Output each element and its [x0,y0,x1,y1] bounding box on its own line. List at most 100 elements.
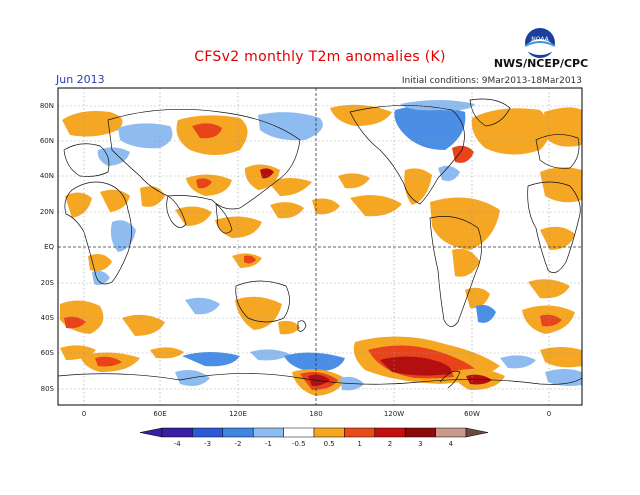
colorbar-swatch [252,427,284,438]
coastline-africa-left [64,181,132,285]
coastline-south-america [429,216,482,327]
coastline-se-asia [215,203,233,234]
anomaly-region [330,104,392,126]
lon-label: 120W [384,410,404,418]
coastline-greenland [469,98,511,127]
anomaly-region [452,248,480,277]
anomaly-region [110,220,136,252]
anomaly-region [175,206,212,226]
colorbar-tick-label: 0.5 [324,440,335,448]
anomaly-region [258,112,323,141]
colorbar-tick-label: -1 [265,440,272,448]
anomaly-region [471,108,550,155]
anomaly-region [118,123,173,149]
colorbar-tick-label: 2 [388,440,392,448]
lat-label: 20S [41,279,55,287]
lat-label: 20N [40,208,54,216]
anomaly-fields [60,100,582,396]
anomaly-region [400,100,475,111]
colorbar-warm-end [465,427,489,438]
lat-label: 60S [41,349,55,357]
anomaly-region [92,270,110,286]
colorbar-tick-label: -4 [174,440,182,448]
colorbar-swatch [192,427,224,438]
anomaly-region [215,216,262,238]
lat-label: 60N [40,137,54,145]
anomaly-region [380,356,452,376]
anomaly-region [278,320,300,335]
anomaly-region [544,107,582,147]
grid [58,88,582,405]
anomaly-region [65,192,92,218]
colorbar-tick-label: 1 [357,440,361,448]
coastline-new-zealand [297,320,307,332]
colorbar-swatch [374,427,406,438]
anomaly-region [182,352,240,367]
colorbar-swatch [435,427,467,438]
anomaly-region [64,316,86,329]
coastline-africa-right [527,181,581,273]
lon-label: 120E [229,410,247,418]
colorbar-swatch [161,427,193,438]
lon-label: 60E [153,410,166,418]
colorbar-swatch [313,427,345,438]
colorbar-tick-label: -2 [235,440,242,448]
page-title: CFSv2 monthly T2m anomalies (K) [194,49,446,65]
anomaly-region [350,195,402,217]
agency-label: NWS/NCEP/CPC [493,57,589,70]
coastlines [58,98,582,389]
anomaly-region [476,304,496,323]
anomaly-region [270,202,304,219]
anomaly-region [244,255,256,264]
lon-label: 0 [82,410,86,418]
colorbar: -4 -3 -2 -1 -0.5 0.5 1 2 3 4 [139,427,489,448]
anomaly-region [192,123,222,139]
coastline-north-america [349,105,465,205]
coastline-india [166,195,187,228]
noaa-logo-text: NOAA [531,36,549,43]
anomaly-region [250,349,290,361]
colorbar-tick-label: -0.5 [292,440,306,448]
lat-label: 40N [40,172,54,180]
anomaly-region [284,352,345,372]
anomaly-region [95,356,122,367]
anomaly-region [338,173,370,189]
anomaly-region [122,314,165,336]
coastline-asia [107,109,301,210]
colorbar-swatch [344,427,376,438]
colorbar-tick-label: 3 [418,440,422,448]
colorbar-swatch [283,427,315,438]
month-label: Jun 2013 [56,73,105,86]
colorbar-swatch [404,427,436,438]
colorbar-swatch [222,427,254,438]
lat-label: 40S [41,314,55,322]
map-frame [57,87,583,406]
lat-label: EQ [44,243,54,251]
anomaly-region [308,374,330,386]
anomaly-region [465,287,490,309]
colorbar-tick-label: -3 [204,440,211,448]
longitude-labels: 0 60E 120E 180 120W 60W 0 [82,410,551,418]
anomaly-region [452,145,474,163]
colorbar-tick-label: 4 [449,440,454,448]
initial-conditions-label: Initial conditions: 9Mar2013-18Mar2013 [401,76,582,86]
lon-label: 0 [547,410,551,418]
colorbar-cold-end [139,427,163,438]
lat-label: 80S [41,385,55,393]
anomaly-region [500,355,536,369]
anomaly-region [404,168,432,205]
coastline-australia [235,280,290,323]
reference-lines [58,88,582,405]
lon-label: 60W [464,410,480,418]
anomaly-region [185,297,220,315]
anomaly-region [196,178,212,189]
anomaly-region [430,197,500,250]
anomaly-region [268,178,312,196]
coastline-antarctic-peninsula [439,370,461,389]
coastline-europe [63,143,110,177]
coastline-europe-right [535,134,580,169]
anomaly-region [540,314,562,327]
anomaly-region [394,105,466,150]
noaa-logo-icon: NOAA [524,28,556,58]
